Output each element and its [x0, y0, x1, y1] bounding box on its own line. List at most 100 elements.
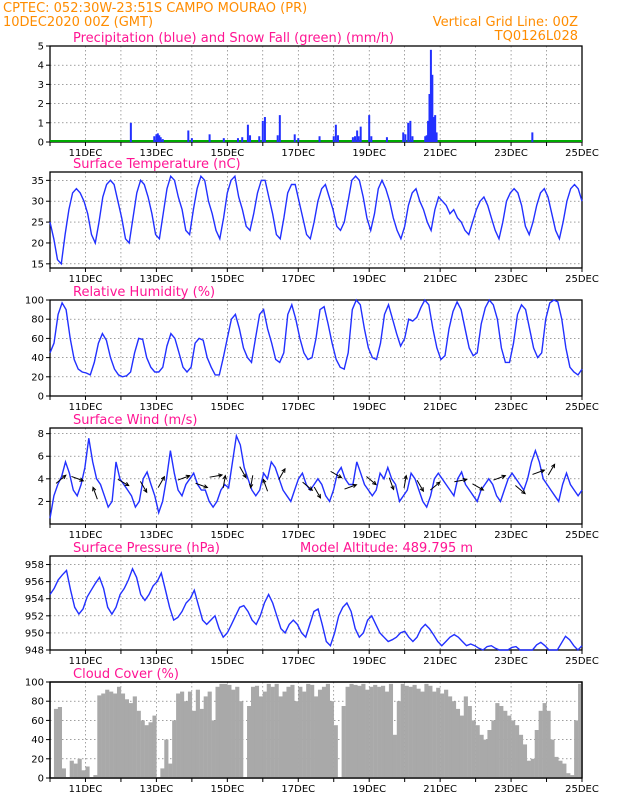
cloud-xtick-label: 25DEC [565, 784, 599, 795]
cloud-bar [81, 770, 86, 778]
precip-bar [368, 115, 371, 142]
cloud-bar [302, 691, 307, 778]
pressure-xtick-label: 21DEC [423, 656, 457, 667]
wind-arrow [472, 483, 484, 491]
cloud-bar [499, 706, 504, 778]
precip-bar [156, 133, 159, 142]
wind-arrow [71, 475, 84, 482]
wind-arrow-head [203, 484, 209, 489]
precip-bar [263, 117, 266, 142]
cloud-bar [207, 691, 212, 778]
precip-bar [278, 115, 281, 142]
cloud-bar [511, 720, 516, 778]
cloud-bar [310, 684, 315, 778]
cloud-bar [369, 686, 374, 778]
precip-bar [190, 138, 193, 142]
cloud-bar [180, 691, 185, 778]
cloud-bar [444, 689, 449, 778]
wind-arrow [454, 479, 467, 483]
cloud-bar [258, 696, 263, 778]
cloud-bar [361, 683, 366, 778]
precip-bar [427, 120, 430, 142]
pressure-ytick-label: 950 [25, 628, 44, 639]
rh-frame [49, 299, 583, 397]
wind-arrow [416, 479, 424, 492]
precip-bar [241, 137, 244, 142]
precip-xtick-label: 13DEC [140, 148, 174, 159]
wind-arrow [403, 475, 407, 489]
cloud-bar [487, 730, 492, 778]
header-date: 10DEC2020 00Z (GMT) [3, 15, 153, 30]
cloud-bar [69, 760, 74, 778]
cloud-bar [475, 725, 480, 778]
cloud-bar [132, 696, 137, 778]
precip-ytick-label: 4 [38, 61, 44, 72]
cloud-bar [562, 763, 567, 778]
pressure-ytick-label: 952 [25, 611, 44, 622]
temp-ytick-label: 35 [31, 176, 44, 187]
cloud-bar [321, 686, 327, 778]
cloud-bar [57, 707, 63, 778]
cloud-bar [239, 701, 244, 778]
cloud-bar [538, 710, 543, 778]
precip-bar [318, 136, 321, 142]
pressure-ytick-label: 956 [25, 577, 44, 588]
wind-arrow [157, 476, 165, 488]
cloud-bar [203, 696, 208, 778]
pressure-title: Surface Pressure (hPa) [73, 541, 220, 556]
wind-arrow [302, 481, 313, 491]
cloud-bar [400, 683, 405, 778]
rh-xtick-label: 17DEC [281, 402, 315, 413]
cloud-bar [550, 739, 555, 778]
cloud-ytick-label: 0 [38, 774, 44, 785]
precip-bar [129, 122, 132, 142]
wind-arrow-head [403, 474, 408, 480]
wind-ytick-label: 2 [38, 497, 44, 508]
cloud-bar [235, 686, 240, 778]
cloud-xtick-label: 15DEC [210, 784, 244, 795]
precip-bar [434, 115, 437, 142]
temp-ytick-label: 25 [31, 218, 44, 229]
cloud-bar [183, 701, 189, 778]
cloud-title: Cloud Cover (%) [73, 667, 179, 682]
cloud-bar [353, 684, 358, 778]
precip-bar [222, 138, 225, 142]
wind-series-line [49, 433, 583, 519]
cloud-bar [61, 768, 66, 778]
precip-bar [431, 74, 434, 142]
cloud-bar [526, 760, 531, 778]
wind-arrow-head [419, 487, 424, 493]
cloud-bar [365, 689, 370, 778]
cloud-bar [231, 689, 236, 778]
pressure-series-line [49, 567, 583, 652]
wind-arrow [429, 481, 441, 491]
wind-arrow-head [281, 467, 286, 473]
cloud-xtick-label: 13DEC [140, 784, 174, 795]
wind-arrow-head [160, 475, 165, 481]
cloud-bar [286, 686, 291, 778]
cloud-bar [459, 715, 464, 778]
pressure-ytick-label: 954 [25, 594, 44, 605]
precip-xtick-label: 19DEC [352, 148, 386, 159]
rh-ytick-label: 100 [25, 296, 44, 307]
cloud-bar [495, 703, 500, 778]
pressure-xtick-label: 19DEC [352, 656, 386, 667]
cloud-bar [570, 775, 575, 778]
cloud-bar [73, 763, 78, 778]
wind-arrow [388, 477, 395, 490]
cloud-bar [388, 683, 394, 778]
cloud-bar [574, 720, 579, 778]
rh-xtick-label: 13DEC [140, 402, 174, 413]
pressure-xtick-label: 15DEC [210, 656, 244, 667]
cloud-bar [404, 685, 409, 778]
rh-panel: 0 20 40 60 80 100 11DEC 13DEC 15DEC 17DEC 19DEC 21D… [25, 296, 599, 414]
cloud-bar [518, 734, 524, 778]
cloud-bar [278, 696, 283, 778]
precip-bar [402, 132, 405, 142]
wind-arrow-head [337, 474, 343, 479]
wind-frame [49, 427, 583, 525]
cloud-bar [140, 720, 145, 778]
cloud-bar [176, 693, 181, 778]
cloud-bar [491, 720, 496, 778]
